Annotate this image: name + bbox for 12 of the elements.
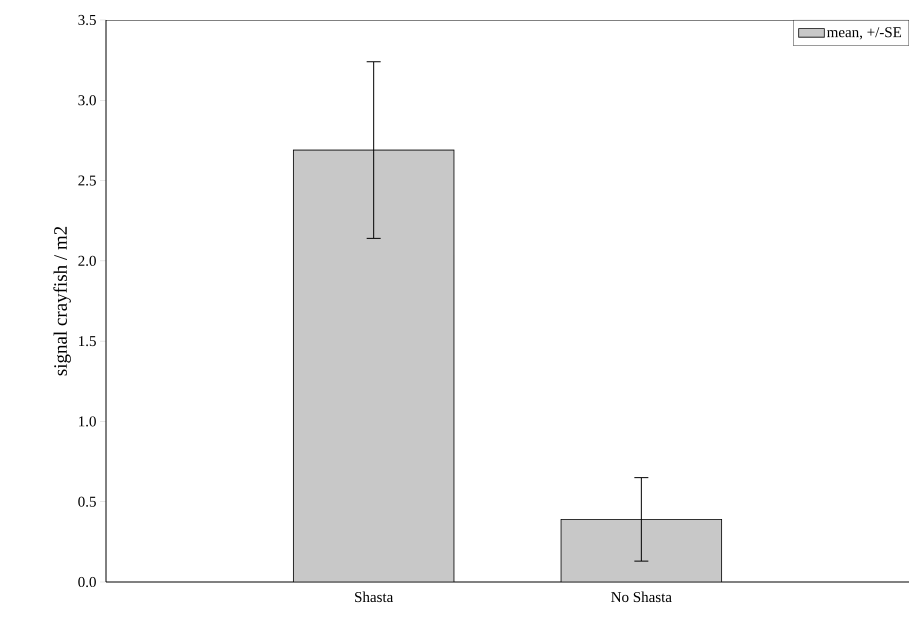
y-tick-label: 0.0	[78, 576, 96, 588]
y-tick-label: 1.0	[79, 416, 96, 427]
legend-label: mean, +/-SE	[827, 27, 902, 40]
y-tick-label: 1.5	[79, 336, 96, 346]
y-tick-label: 0.5	[78, 496, 96, 507]
y-axis-title: signal crayfish / m2	[53, 226, 71, 376]
y-tick-label: 2.0	[78, 256, 96, 266]
x-tick-label: No Shasta	[611, 592, 672, 602]
y-tick-label: 3.5	[78, 14, 96, 26]
x-tick-label: Shasta	[355, 592, 394, 602]
y-tick-label: 2.5	[78, 175, 96, 186]
y-tick-label: 3.0	[78, 95, 96, 106]
